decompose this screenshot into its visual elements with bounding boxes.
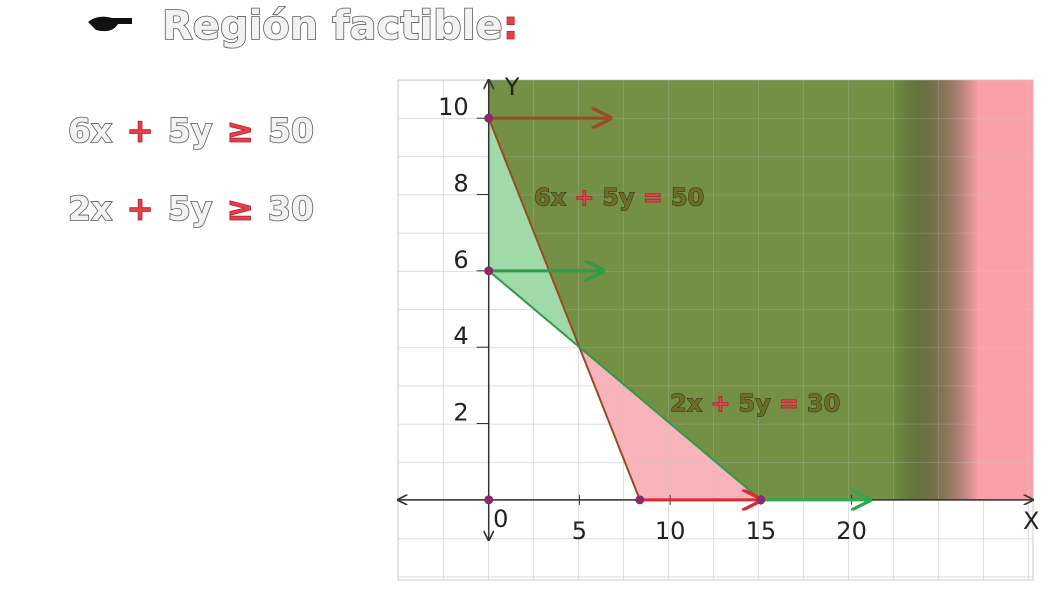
pointer-icon: [88, 16, 132, 32]
equation-token: +: [126, 111, 154, 150]
equation-token: 5y: [602, 183, 635, 211]
equation-token: 2x: [670, 389, 703, 417]
vertex-point: [484, 495, 494, 505]
y-tick-label: 10: [438, 93, 469, 121]
x-tick-label: 10: [655, 517, 686, 545]
y-tick-label: 8: [453, 170, 468, 198]
equation-token: 5y: [168, 111, 212, 150]
vertex-point: [484, 113, 494, 123]
equation-token: 50: [671, 183, 704, 211]
equation-token: +: [574, 183, 594, 211]
vertex-point: [756, 495, 766, 505]
y-tick-label: 2: [453, 399, 468, 427]
equation: 2x +5y = 30: [670, 389, 840, 417]
title-part: Región factible: [162, 3, 503, 49]
constraint-line: [488, 270, 762, 501]
vertex-point: [484, 266, 494, 276]
equation-token: =: [779, 389, 799, 417]
equation-token: 5y: [738, 389, 771, 417]
equation-token: 30: [807, 389, 840, 417]
y-axis-label: Y: [504, 73, 520, 101]
equation: 6x +5y = 50: [534, 183, 704, 211]
equation-token: 6x: [68, 111, 112, 150]
title-text: Región factible:: [162, 3, 519, 49]
equation-token: ≥: [226, 111, 254, 150]
y-tick-label: 6: [453, 246, 468, 274]
equation: 2x +5y ≥30: [68, 189, 314, 228]
equation-token: 50: [268, 111, 314, 150]
x-tick-label: 5: [572, 517, 587, 545]
x-tick-label: 15: [746, 517, 777, 545]
x-tick-label: 20: [836, 517, 867, 545]
equation-token: 5y: [168, 189, 212, 228]
vertex-point: [635, 495, 645, 505]
title-part: :: [503, 3, 519, 49]
equation-token: +: [710, 389, 730, 417]
x-axis-label: X: [1023, 507, 1039, 535]
equation-token: 2x: [68, 189, 112, 228]
equation-token: +: [126, 189, 154, 228]
constraints: 6x +5y ≥50 2x +5y ≥30: [67, 110, 315, 229]
constraint-line: [487, 117, 641, 501]
title: Región factible:: [161, 2, 519, 50]
equation: 6x +5y ≥50: [68, 111, 314, 150]
y-tick-label: 4: [453, 322, 468, 350]
equation-token: =: [643, 183, 663, 211]
equation-token: ≥: [226, 189, 254, 228]
equation-token: 6x: [534, 183, 567, 211]
x-tick-label: 0: [493, 505, 508, 533]
equation-token: 30: [268, 189, 314, 228]
